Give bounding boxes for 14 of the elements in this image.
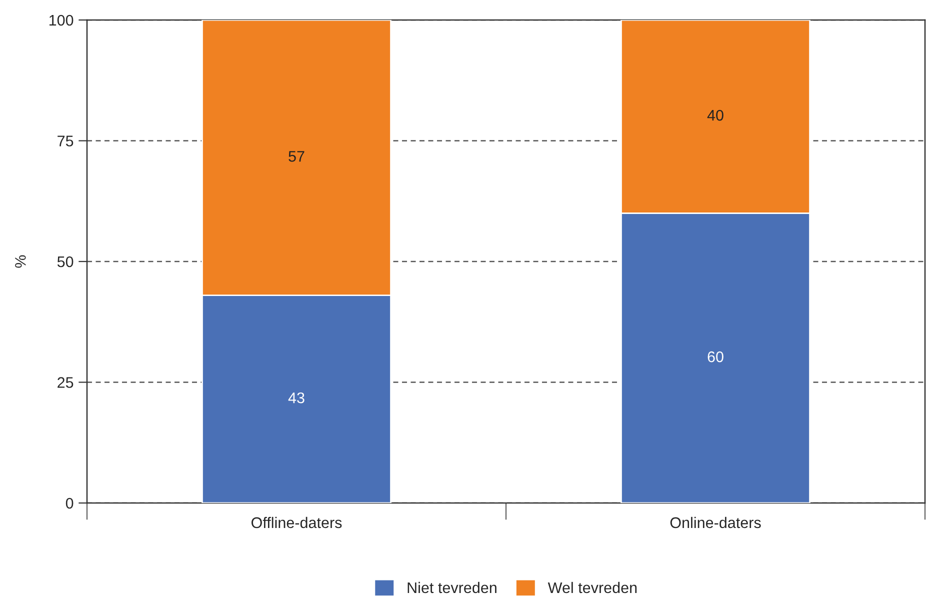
y-tick-label: 75 — [58, 136, 74, 146]
data-label: 43 — [288, 392, 304, 404]
y-tick-label: 0 — [66, 498, 74, 509]
legend-label: Niet tevreden — [408, 582, 496, 594]
data-label: 60 — [708, 351, 724, 362]
data-label: 57 — [288, 151, 304, 162]
y-tick-label: 25 — [58, 377, 74, 388]
data-label: 40 — [707, 110, 724, 121]
x-tick-label: Offline-daters — [252, 516, 342, 528]
legend-label: Wel tevreden — [548, 582, 637, 594]
x-tick-label: Online-daters — [670, 516, 761, 528]
y-axis-title: % — [15, 255, 26, 268]
y-tick-label: 100 — [49, 14, 74, 26]
y-tick-label: 50 — [57, 256, 74, 268]
